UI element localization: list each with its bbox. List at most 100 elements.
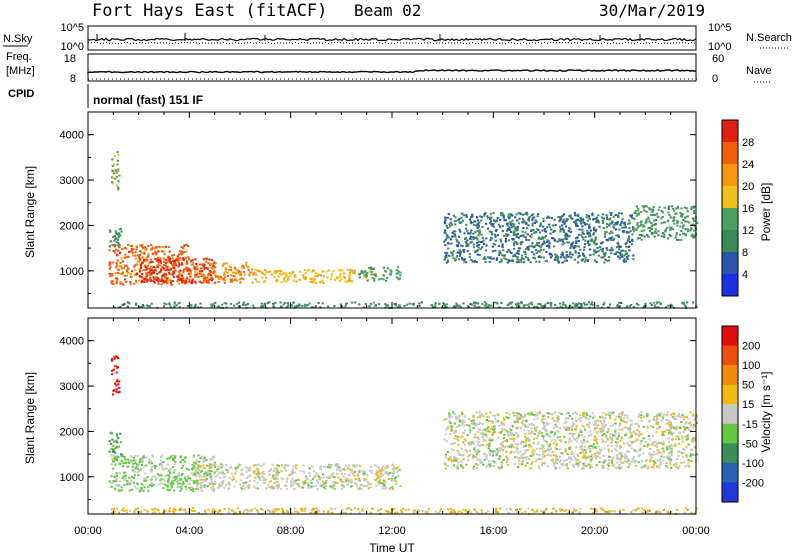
heatmap-cell: [190, 468, 194, 471]
heatmap-cell: [129, 282, 132, 285]
heatmap-cell: [157, 277, 160, 280]
heatmap-cell: [628, 305, 631, 308]
heatmap-cell: [256, 474, 259, 477]
heatmap-cell: [181, 263, 184, 266]
heatmap-cell: [173, 269, 176, 272]
heatmap-cell: [658, 427, 662, 430]
heatmap-cell: [468, 509, 471, 512]
heatmap-cell: [201, 267, 204, 270]
heatmap-cell: [234, 467, 237, 469]
heatmap-cell: [256, 280, 259, 283]
heatmap-cell: [602, 227, 605, 229]
heatmap-cell: [512, 437, 515, 440]
heatmap-cell: [654, 223, 658, 225]
nave-dot: [164, 78, 165, 80]
heatmap-cell: [192, 490, 195, 493]
heatmap-cell: [164, 269, 167, 271]
heatmap-cell: [171, 257, 174, 260]
heatmap-cell: [212, 508, 215, 511]
heatmap-cell: [572, 241, 575, 244]
heatmap-cell: [118, 233, 121, 236]
heatmap-cell: [602, 252, 605, 255]
heatmap-cell: [157, 263, 160, 266]
nsearch-dot: [136, 42, 137, 44]
heatmap-cell: [686, 228, 689, 231]
heatmap-cell: [524, 425, 527, 428]
heatmap-cell: [579, 447, 583, 450]
heatmap-cell: [664, 221, 667, 224]
heatmap-cell: [533, 418, 536, 421]
heatmap-cell: [597, 221, 600, 224]
heatmap-cell: [570, 425, 574, 428]
heatmap-cell: [184, 485, 187, 488]
heatmap-cell: [443, 240, 446, 243]
heatmap-cell: [517, 412, 520, 415]
heatmap-cell: [628, 231, 631, 234]
nave-dot: [452, 78, 453, 80]
heatmap-cell: [662, 221, 665, 224]
heatmap-cell: [692, 301, 695, 304]
heatmap-cell: [624, 455, 627, 458]
heatmap-cell: [583, 246, 586, 249]
heatmap-cell: [361, 470, 364, 473]
heatmap-cell: [511, 424, 514, 427]
heatmap-cell: [417, 510, 421, 513]
heatmap-cell: [117, 153, 120, 156]
heatmap-cell: [457, 444, 460, 447]
heatmap-cell: [628, 419, 631, 422]
nave-dot: [376, 78, 377, 80]
heatmap-cell: [451, 223, 454, 226]
heatmap-cell: [166, 484, 169, 487]
heatmap-cell: [162, 468, 165, 471]
heatmap-cell: [502, 249, 505, 252]
heatmap-cell: [675, 508, 679, 511]
heatmap-cell: [189, 272, 192, 275]
heatmap-cell: [188, 268, 191, 271]
nave-dot: [296, 78, 297, 80]
heatmap-cell: [532, 448, 535, 451]
nave-dot: [560, 78, 561, 80]
heatmap-cell: [515, 229, 519, 232]
heatmap-cell: [575, 240, 578, 243]
heatmap-cell: [474, 236, 477, 239]
heatmap-cell: [417, 509, 420, 512]
heatmap-cell: [473, 220, 476, 223]
heatmap-cell: [654, 213, 657, 216]
heatmap-cell: [182, 269, 185, 272]
heatmap-cell: [200, 487, 203, 490]
heatmap-cell: [285, 484, 288, 487]
heatmap-cell: [641, 465, 644, 468]
heatmap-cell: [195, 266, 198, 269]
heatmap-cell: [582, 441, 585, 444]
heatmap-cell: [651, 426, 655, 429]
heatmap-cell: [503, 419, 506, 421]
heatmap-cell: [449, 507, 453, 510]
heatmap-cell: [480, 216, 483, 218]
heatmap-cell: [675, 207, 678, 210]
heatmap-cell: [111, 181, 114, 184]
heatmap-cell: [516, 436, 519, 439]
heatmap-cell: [683, 206, 686, 209]
heatmap-cell: [219, 477, 222, 480]
heatmap-cell: [550, 255, 554, 258]
heatmap-cell: [619, 254, 622, 257]
heatmap-cell: [274, 272, 277, 274]
heatmap-cell: [463, 421, 466, 424]
heatmap-cell: [309, 277, 312, 280]
heatmap-cell: [144, 477, 147, 479]
heatmap-cell: [524, 451, 527, 454]
heatmap-cell: [648, 207, 651, 209]
heatmap-cell: [632, 441, 635, 443]
heatmap-cell: [560, 413, 563, 416]
heatmap-cell: [316, 481, 320, 484]
heatmap-cell: [148, 458, 151, 461]
heatmap-cell: [255, 487, 258, 490]
heatmap-cell: [117, 383, 120, 386]
heatmap-cell: [159, 473, 162, 476]
heatmap-cell: [209, 467, 212, 469]
heatmap-cell: [164, 245, 167, 248]
heatmap-cell: [685, 215, 688, 218]
heatmap-cell: [522, 219, 525, 222]
heatmap-cell: [579, 431, 582, 434]
heatmap-cell: [579, 452, 582, 454]
